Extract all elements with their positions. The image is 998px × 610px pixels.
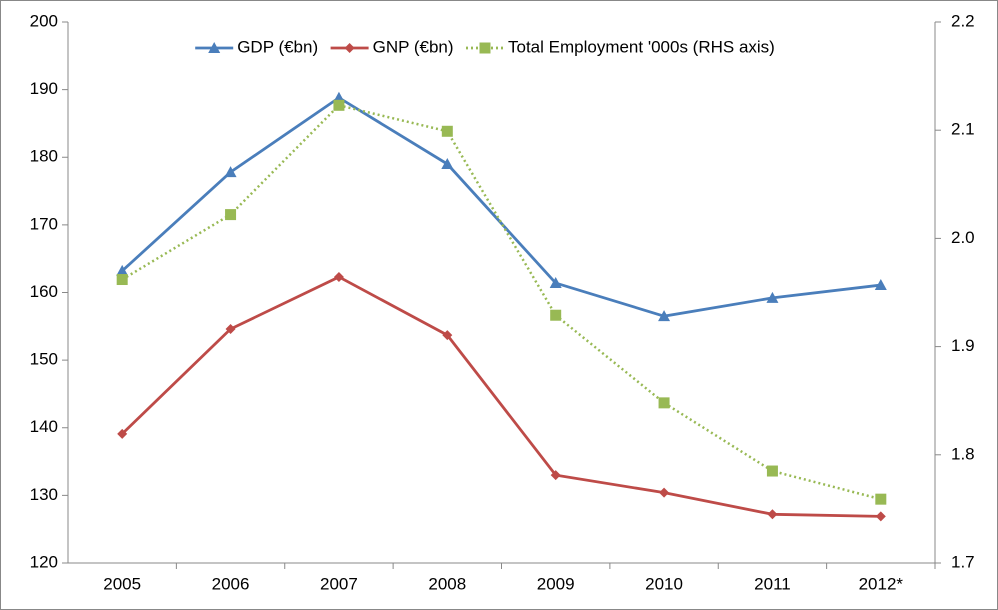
marker [441, 125, 453, 137]
y-tick-label: 200 [30, 11, 58, 30]
marker [658, 310, 671, 322]
y2-tick-label: 1.9 [951, 336, 975, 355]
y2-tick-label: 2.0 [951, 228, 975, 247]
legend-marker [479, 42, 491, 54]
marker [116, 274, 128, 286]
marker [766, 465, 778, 477]
legend-label: Total Employment '000s (RHS axis) [508, 37, 775, 56]
x-tick-label: 2009 [537, 574, 575, 593]
marker [225, 324, 236, 335]
y-tick-label: 150 [30, 350, 58, 369]
marker [117, 428, 128, 439]
marker [225, 209, 237, 221]
marker [875, 493, 887, 505]
y-tick-label: 140 [30, 417, 58, 436]
legend-label: GDP (€bn) [237, 37, 318, 56]
marker [659, 487, 670, 498]
y2-tick-label: 2.1 [951, 120, 975, 139]
marker [550, 470, 561, 481]
marker [874, 279, 887, 291]
marker [767, 509, 778, 520]
y2-tick-label: 1.7 [951, 552, 975, 571]
legend-label: GNP (€bn) [373, 37, 454, 56]
y-tick-label: 180 [30, 147, 58, 166]
marker [333, 271, 344, 282]
x-tick-label: 2005 [103, 574, 141, 593]
x-tick-label: 2011 [754, 574, 791, 593]
x-tick-label: 2008 [428, 574, 466, 593]
legend-marker [344, 43, 355, 53]
series-line [121, 103, 882, 501]
x-tick-label: 2006 [212, 574, 250, 593]
marker [875, 511, 886, 522]
y-tick-label: 160 [30, 282, 58, 301]
marker [116, 264, 129, 276]
marker [658, 397, 670, 409]
y-tick-label: 190 [30, 79, 58, 98]
y-tick-label: 170 [30, 214, 58, 233]
y2-tick-label: 1.8 [951, 444, 975, 463]
y2-tick-label: 2.2 [951, 11, 975, 30]
x-tick-label: 2007 [320, 574, 358, 593]
x-tick-label: 2010 [645, 574, 683, 593]
y-tick-label: 120 [30, 552, 58, 571]
marker [442, 330, 453, 341]
marker [549, 277, 562, 289]
series-line [121, 96, 881, 318]
marker [333, 99, 345, 111]
marker [224, 166, 237, 178]
y-tick-label: 130 [30, 485, 58, 504]
marker [766, 291, 779, 303]
marker [441, 158, 454, 170]
legend-marker [208, 42, 221, 53]
series-line [121, 275, 881, 518]
x-tick-label: 2012* [859, 574, 904, 593]
marker [550, 309, 562, 321]
